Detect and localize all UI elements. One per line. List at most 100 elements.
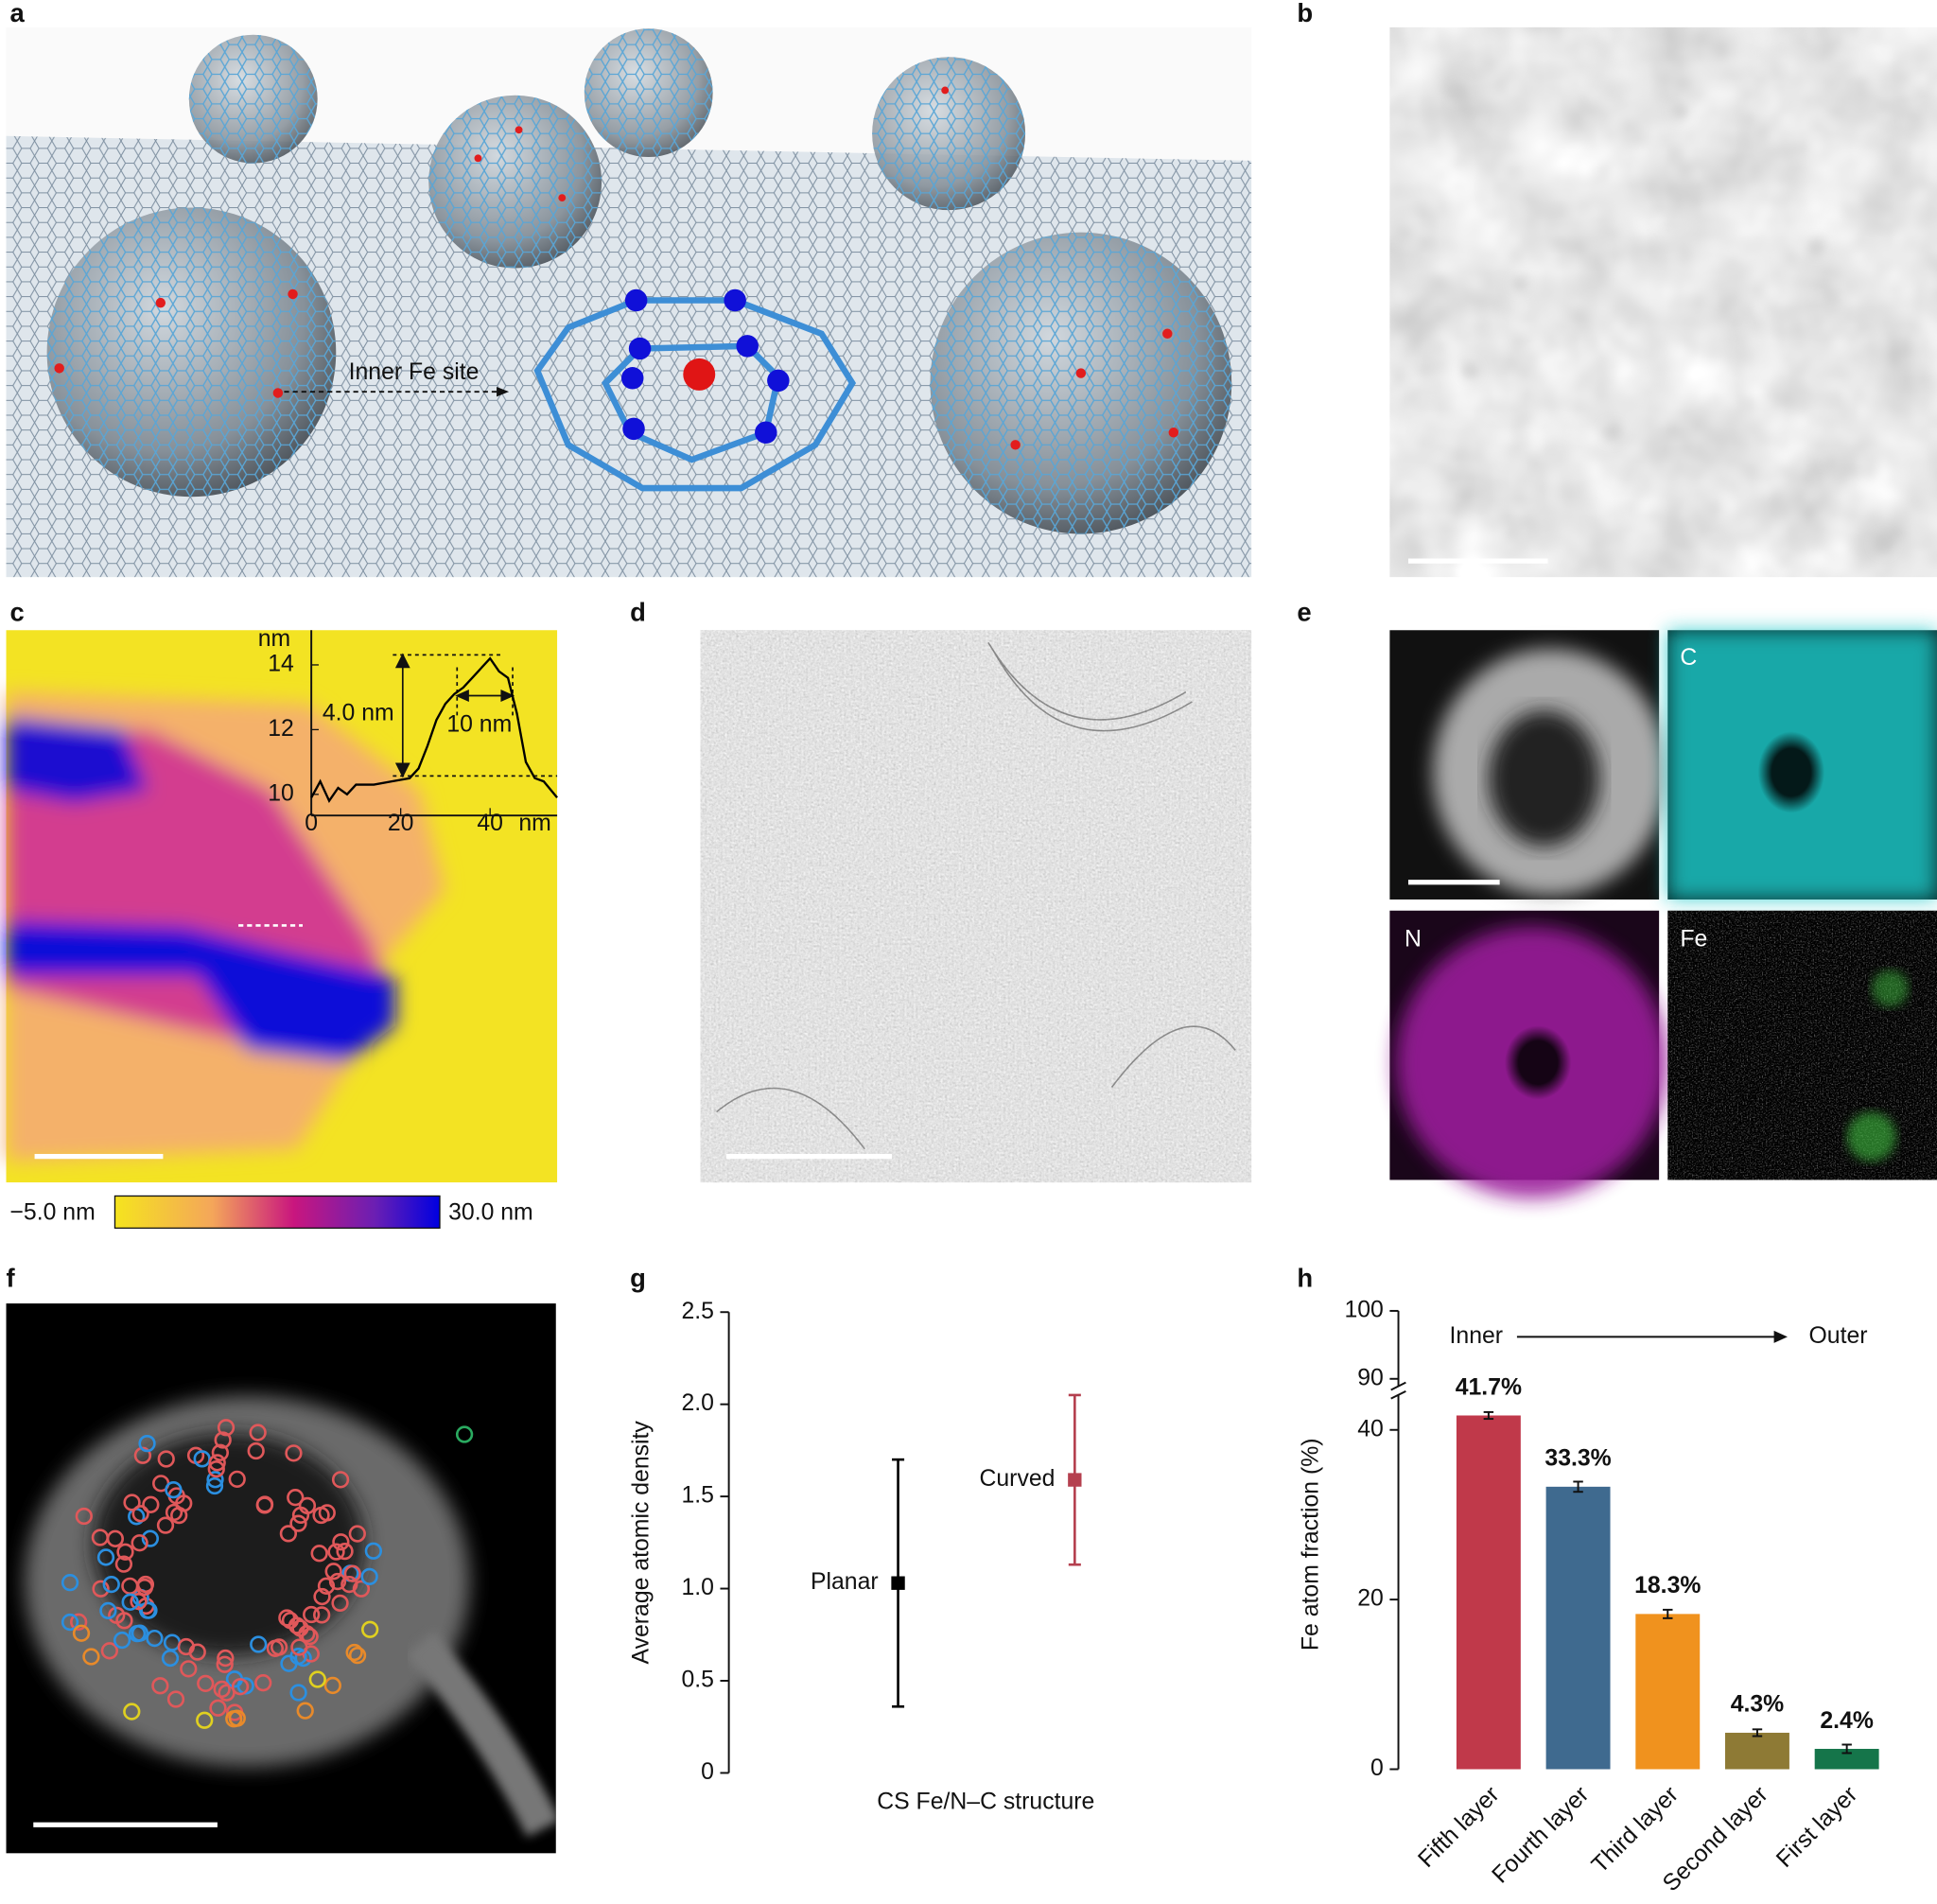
panel-c-image xyxy=(6,630,558,1230)
atom-marker xyxy=(206,1471,224,1489)
atom-marker xyxy=(209,1699,227,1717)
atom-marker xyxy=(216,1655,234,1673)
panel-label: f xyxy=(7,1264,16,1293)
atom-marker xyxy=(175,1494,193,1512)
atom-marker xyxy=(298,1625,316,1643)
atom-marker xyxy=(308,1670,326,1688)
value-label: 2.4% xyxy=(1820,1708,1874,1734)
panel-label: h xyxy=(1297,1264,1313,1293)
y-tick-label: 10 xyxy=(268,780,294,806)
atom-marker xyxy=(318,1504,336,1522)
panel-label: e xyxy=(1297,598,1311,627)
atom-marker xyxy=(228,1470,246,1488)
y-tick-label: 100 xyxy=(1344,1297,1383,1322)
atom-marker xyxy=(266,1639,285,1657)
atom-marker xyxy=(70,1613,88,1631)
atom-marker xyxy=(156,1516,175,1534)
atom-marker xyxy=(211,1443,229,1461)
atom-marker xyxy=(328,1572,347,1591)
value-label: 18.3% xyxy=(1634,1573,1701,1598)
atom-marker xyxy=(161,1649,180,1668)
bar xyxy=(1456,1415,1521,1770)
point xyxy=(891,1576,905,1590)
atom-marker xyxy=(99,1601,117,1620)
atom-marker xyxy=(310,1545,328,1563)
atom-marker xyxy=(317,1577,336,1595)
atom-marker xyxy=(332,1533,350,1551)
atom-marker xyxy=(296,1702,314,1720)
atom-marker xyxy=(289,1514,307,1532)
atom-marker xyxy=(146,1629,164,1648)
atom-marker xyxy=(128,1624,147,1643)
atom-marker xyxy=(114,1555,133,1573)
atom-marker xyxy=(138,1434,156,1453)
atom-marker xyxy=(327,1543,345,1561)
atom-marker xyxy=(361,1620,379,1638)
x-tick-label: 0 xyxy=(305,811,318,836)
atom-marker xyxy=(140,1601,158,1619)
atom-marker xyxy=(247,1441,265,1460)
y-tick-label: 20 xyxy=(1357,1586,1384,1612)
atom-marker xyxy=(249,1424,267,1441)
atom-marker xyxy=(130,1592,148,1611)
atom-marker xyxy=(231,1678,250,1696)
axis-break xyxy=(1390,1389,1406,1400)
atom-marker xyxy=(75,1507,93,1526)
x-tick-label: First layer xyxy=(1771,1782,1862,1873)
y-axis-label: nm xyxy=(258,626,290,652)
atom-marker xyxy=(208,1454,226,1472)
annotation: 10 nm xyxy=(446,711,512,737)
atom-marker xyxy=(131,1534,148,1552)
panel-label: g xyxy=(630,1264,646,1293)
atom-marker xyxy=(364,1542,382,1560)
atom-marker xyxy=(82,1648,100,1666)
panel-b-image xyxy=(1389,26,1937,578)
bar xyxy=(1635,1614,1701,1770)
map-label: N xyxy=(1405,927,1422,952)
panel-label: d xyxy=(630,598,646,627)
atom-marker xyxy=(91,1528,110,1546)
atom-marker xyxy=(121,1593,139,1611)
atom-marker xyxy=(142,1495,160,1513)
y-tick-label: 90 xyxy=(1357,1365,1384,1390)
atom-marker xyxy=(115,1612,133,1630)
x-tick-label: Fifth layer xyxy=(1414,1782,1505,1873)
atom-marker xyxy=(336,1543,354,1561)
y-tick-label: 40 xyxy=(1357,1416,1384,1441)
atom-marker xyxy=(301,1628,319,1646)
atom-marker xyxy=(197,1674,215,1692)
y-tick-label: 0.5 xyxy=(681,1668,713,1693)
x-axis-label: nm xyxy=(518,811,550,836)
atom-marker xyxy=(287,1489,305,1507)
atom-marker xyxy=(343,1564,361,1582)
atom-marker xyxy=(280,1654,298,1672)
error-bar xyxy=(1663,1608,1673,1619)
panel-label: b xyxy=(1297,0,1313,27)
panel-d-image xyxy=(700,630,1252,1183)
atom-marker xyxy=(205,1476,224,1495)
y-axis-label: Average atomic density xyxy=(629,1421,654,1665)
atom-marker xyxy=(100,1642,118,1660)
atom-marker xyxy=(141,1529,159,1547)
atom-marker xyxy=(165,1503,183,1522)
x-tick-label: Fourth layer xyxy=(1488,1782,1595,1889)
x-axis-label: CS Fe/N–C structure xyxy=(877,1789,1094,1814)
panel-label: a xyxy=(9,0,25,27)
series-label: Planar xyxy=(811,1569,879,1595)
atom-marker xyxy=(303,1605,321,1624)
atom-marker xyxy=(279,1525,298,1543)
y-tick-label: 12 xyxy=(268,716,294,742)
annotation: 4.0 nm xyxy=(323,701,394,726)
value-label: 4.3% xyxy=(1731,1692,1785,1718)
axis-break xyxy=(1390,1381,1406,1391)
y-axis-label: Fe atom fraction (%) xyxy=(1299,1438,1324,1651)
atom-marker xyxy=(177,1637,195,1656)
x-tick-label: Third layer xyxy=(1587,1782,1684,1878)
y-tick-label: 2.0 xyxy=(681,1390,713,1416)
atom-marker xyxy=(254,1674,272,1692)
atom-marker xyxy=(96,1548,115,1566)
series-label: Curved xyxy=(979,1466,1055,1492)
atom-marker xyxy=(116,1543,134,1561)
atom-marker xyxy=(123,1703,141,1721)
atom-marker xyxy=(331,1471,350,1489)
